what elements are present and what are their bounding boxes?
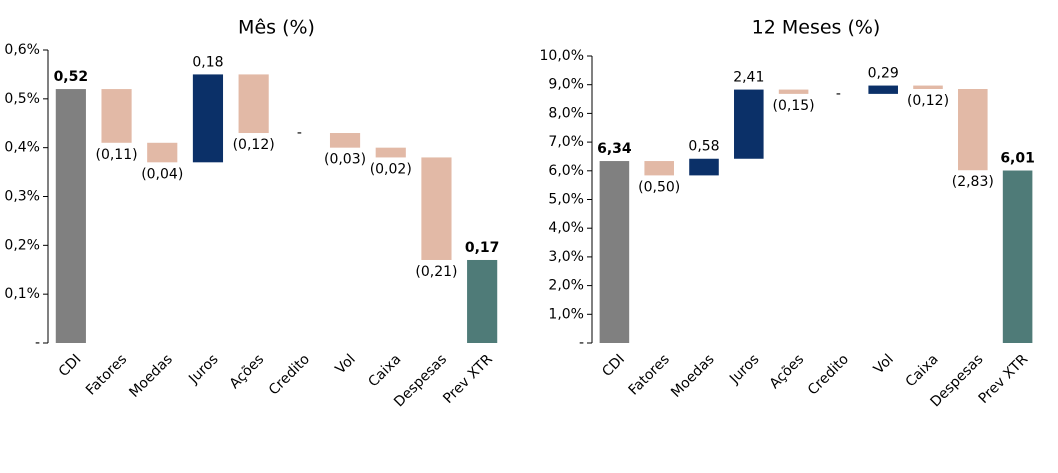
y-tick-label: - [579,335,584,351]
bar [1002,170,1033,343]
x-tick-label: Prev XTR [976,351,1032,407]
bar [421,157,452,260]
y-tick-label: 0,2% [4,237,40,253]
y-tick-label: 3,0% [548,249,584,265]
bar [734,89,764,159]
bar [778,89,809,94]
x-tick-label: Credito [266,351,313,398]
data-label: 0,52 [54,69,89,85]
data-label: (0,03) [324,152,366,168]
x-tick-label: Juros [726,351,762,387]
x-tick-label: Vol [871,351,897,377]
data-label: 6,34 [597,141,632,157]
y-tick-label: 8,0% [548,105,584,121]
y-tick-label: 2,0% [548,278,584,294]
x-tick-label: Vol [333,351,359,377]
bar [101,89,132,143]
x-tick-label: Fatores [626,351,673,398]
x-tick-label: CDI [56,351,85,380]
bar [644,161,674,176]
data-label: (2,83) [952,174,994,190]
bar [958,89,988,171]
bar [375,147,406,158]
data-label: - [836,86,841,102]
data-label: 2,41 [733,70,764,86]
y-tick-label: 0,4% [4,140,40,156]
chart-title: 12 Meses (%) [752,17,881,39]
data-label: 0,29 [868,66,899,82]
y-tick-label: 0,1% [4,286,40,302]
bar [329,133,361,148]
data-label: 0,58 [688,139,719,155]
chart-title: Mês (%) [238,17,315,39]
data-label: (0,02) [370,161,412,177]
y-tick-label: 0,3% [4,189,40,205]
data-label: (0,21) [415,264,457,280]
y-tick-label: - [35,335,40,351]
x-tick-label: Ações [227,351,268,392]
data-label: (0,12) [907,93,949,109]
bar [689,158,719,176]
x-tick-label: Caixa [365,351,404,390]
data-label: (0,11) [95,147,137,163]
bar [147,142,178,163]
y-tick-label: 7,0% [548,134,584,150]
x-tick-label: Credito [805,351,852,398]
bar [599,161,630,343]
y-tick-label: 1,0% [548,306,584,322]
data-label: 0,17 [465,240,500,256]
bar [192,74,224,163]
y-tick-label: 6,0% [548,163,584,179]
x-tick-label: Moedas [126,351,176,401]
bar [55,89,86,343]
y-tick-label: 0,5% [4,91,40,107]
bar [238,74,269,134]
x-tick-label: Moedas [668,351,718,401]
x-tick-label: Prev XTR [440,351,496,407]
data-label: (0,15) [773,98,815,114]
x-tick-label: CDI [599,351,628,380]
data-label: (0,12) [233,137,275,153]
x-tick-label: Caixa [903,351,942,390]
x-tick-label: Fatores [83,351,130,398]
data-label: (0,50) [638,179,680,195]
data-label: 6,01 [1000,151,1035,167]
y-tick-label: 4,0% [548,220,584,236]
y-tick-label: 9,0% [548,77,584,93]
y-tick-label: 10,0% [540,48,584,64]
bar [868,85,898,94]
bar [913,85,943,90]
y-tick-label: 5,0% [548,192,584,208]
data-label: (0,04) [141,166,183,182]
x-tick-label: Juros [185,351,221,387]
bar [467,259,498,343]
data-label: 0,18 [192,54,223,70]
y-tick-label: 0,6% [4,42,40,58]
data-label: - [297,125,302,141]
x-tick-label: Ações [767,351,808,392]
